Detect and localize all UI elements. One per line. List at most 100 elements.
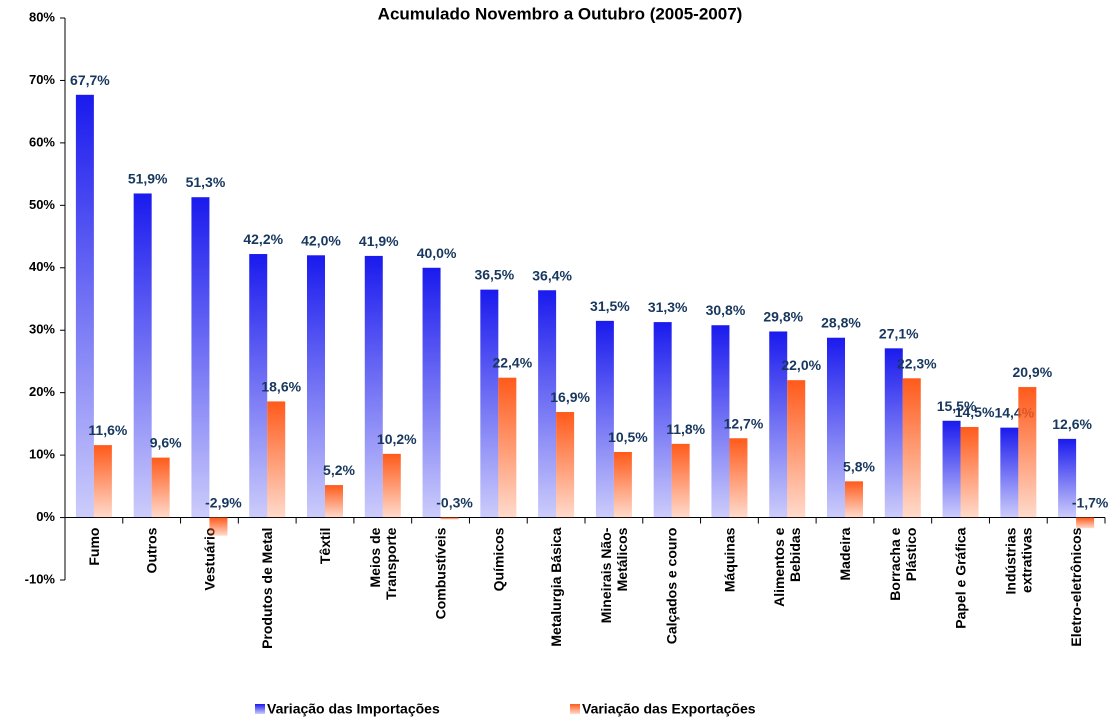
y-tick-label: 50% bbox=[29, 197, 55, 212]
value-label: 5,8% bbox=[843, 458, 875, 474]
bar bbox=[845, 481, 863, 518]
value-label: 42,2% bbox=[243, 231, 283, 247]
x-tick-label: Calçados e couro bbox=[664, 528, 680, 645]
bar bbox=[307, 255, 325, 518]
bar bbox=[151, 457, 170, 518]
value-label: 67,7% bbox=[70, 72, 110, 88]
legend-swatch bbox=[255, 704, 265, 714]
value-label: 36,4% bbox=[532, 267, 572, 283]
x-tick-label: Mineirais Não-Metálicos bbox=[598, 527, 630, 623]
x-tick-label: Papel e Gráfica bbox=[953, 527, 969, 628]
value-label: 9,6% bbox=[150, 435, 182, 451]
bar bbox=[382, 453, 401, 518]
x-tick-label: Têxtil bbox=[317, 528, 333, 565]
x-tick-label: Combustíveis bbox=[433, 527, 449, 619]
value-label: 36,5% bbox=[474, 267, 514, 283]
value-label: 28,8% bbox=[821, 315, 861, 331]
bar bbox=[711, 325, 730, 518]
y-tick-label: 20% bbox=[29, 384, 55, 399]
bar bbox=[960, 427, 979, 518]
value-label: -0,3% bbox=[436, 495, 473, 511]
x-tick-label: Outros bbox=[144, 527, 160, 573]
x-tick-label: Vestuário bbox=[201, 528, 217, 591]
value-label: 31,5% bbox=[590, 298, 630, 314]
chart-title: Acumulado Novembro a Outubro (2005-2007) bbox=[378, 4, 743, 23]
value-label: 10,2% bbox=[377, 431, 417, 447]
bar bbox=[671, 443, 690, 518]
bar bbox=[613, 451, 632, 518]
value-label: 41,9% bbox=[359, 233, 399, 249]
bar bbox=[1076, 517, 1095, 529]
bar bbox=[325, 485, 343, 518]
y-tick-label: 30% bbox=[29, 322, 55, 337]
bar bbox=[729, 438, 748, 518]
bar bbox=[538, 290, 557, 518]
value-label: 51,3% bbox=[186, 174, 226, 190]
bar bbox=[1058, 438, 1077, 518]
bar bbox=[249, 254, 268, 518]
value-label: 27,1% bbox=[879, 325, 919, 341]
x-tick-label: Meios deTransporte bbox=[367, 527, 399, 600]
x-tick-label: Indústriasextrativas bbox=[1002, 527, 1034, 594]
bar bbox=[267, 401, 286, 518]
x-tick-label: Borracha ePlástico bbox=[887, 527, 919, 600]
legend-label: Variação das Importações bbox=[267, 701, 440, 717]
bar bbox=[93, 445, 112, 518]
y-tick-label: -10% bbox=[25, 571, 56, 586]
x-tick-label: Químicos bbox=[490, 527, 506, 591]
value-label: 40,0% bbox=[417, 245, 457, 261]
bar bbox=[1018, 387, 1037, 518]
bar bbox=[827, 337, 845, 518]
bar bbox=[769, 331, 788, 518]
value-label: 42,0% bbox=[301, 232, 341, 248]
bar bbox=[595, 320, 614, 518]
value-label: 16,9% bbox=[550, 389, 590, 405]
y-tick-label: 10% bbox=[29, 447, 55, 462]
x-tick-label: Máquinas bbox=[721, 527, 737, 592]
value-label: -2,9% bbox=[205, 495, 242, 511]
x-tick-label: Alimentos eBebidas bbox=[771, 527, 803, 607]
value-label: 20,9% bbox=[1012, 364, 1052, 380]
bar bbox=[75, 94, 94, 518]
value-label: 18,6% bbox=[261, 378, 301, 394]
y-tick-label: 70% bbox=[29, 72, 55, 87]
bar bbox=[480, 289, 499, 518]
value-label: 12,6% bbox=[1052, 416, 1092, 432]
bar bbox=[787, 380, 806, 518]
x-tick-label: Fumo bbox=[86, 528, 102, 566]
y-tick-label: 60% bbox=[29, 134, 55, 149]
value-label: 30,8% bbox=[706, 302, 746, 318]
bar bbox=[884, 348, 903, 518]
y-tick-label: 80% bbox=[29, 9, 55, 24]
value-label: 29,8% bbox=[763, 308, 803, 324]
value-label: 5,2% bbox=[323, 462, 355, 478]
bar bbox=[653, 322, 672, 518]
x-tick-label: Eletro-eletrônicos bbox=[1068, 527, 1084, 646]
legend-swatch bbox=[570, 704, 580, 714]
legend-label: Variação das Exportações bbox=[582, 701, 756, 717]
bar bbox=[942, 420, 961, 518]
value-label: 51,9% bbox=[128, 170, 168, 186]
value-label: 31,3% bbox=[648, 299, 688, 315]
value-label: 22,4% bbox=[492, 355, 532, 371]
bar bbox=[191, 197, 210, 518]
value-label: 11,6% bbox=[88, 422, 127, 438]
value-label: 22,0% bbox=[781, 357, 821, 373]
x-tick-label: Produtos de Metal bbox=[259, 528, 275, 649]
value-label: 11,8% bbox=[666, 421, 705, 437]
bar bbox=[1000, 427, 1019, 518]
y-tick-label: 0% bbox=[36, 509, 55, 524]
value-label: 10,5% bbox=[608, 429, 648, 445]
value-label: 12,7% bbox=[724, 415, 764, 431]
value-label: 22,3% bbox=[897, 355, 937, 371]
bar bbox=[209, 517, 228, 536]
value-label: 14,5% bbox=[955, 404, 995, 420]
value-label: 15,5% bbox=[937, 398, 977, 414]
value-label: -1,7% bbox=[1072, 495, 1108, 511]
x-tick-label: Madeira bbox=[837, 527, 853, 580]
bar bbox=[902, 378, 921, 518]
x-tick-label: Metalurgia Básica bbox=[548, 527, 564, 646]
y-tick-label: 40% bbox=[29, 259, 55, 274]
bar bbox=[133, 193, 152, 518]
